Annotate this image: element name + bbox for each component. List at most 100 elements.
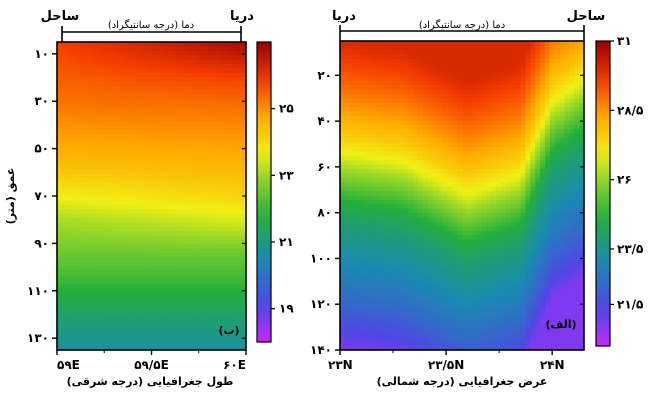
- heat-cell: [184, 165, 190, 171]
- heat-cell: [481, 54, 487, 60]
- heat-cell: [457, 85, 463, 91]
- heat-cell: [156, 121, 162, 127]
- heat-cell: [151, 191, 157, 197]
- heat-cell: [80, 121, 86, 127]
- heat-cell: [146, 297, 153, 303]
- heat-cell: [349, 270, 356, 276]
- heat-cell: [165, 187, 171, 193]
- heat-cell: [184, 213, 190, 219]
- heat-cell: [85, 116, 91, 122]
- heat-cell: [99, 323, 105, 329]
- heat-cell: [132, 314, 138, 320]
- heat-cell: [398, 107, 405, 113]
- heat-cell: [184, 284, 190, 289]
- heat-cell: [379, 270, 385, 276]
- heat-cell: [217, 125, 223, 131]
- heat-cell: [71, 292, 77, 298]
- heat-cell: [156, 248, 162, 254]
- heat-cell: [231, 200, 238, 206]
- heat-cell: [427, 341, 434, 347]
- heat-cell: [403, 305, 409, 311]
- heat-cell: [369, 226, 375, 232]
- heat-cell: [383, 257, 390, 263]
- heat-cell: [151, 284, 157, 289]
- heat-cell: [160, 341, 167, 347]
- heat-cell: [90, 86, 96, 91]
- heat-cell: [340, 288, 346, 294]
- heat-cell: [99, 178, 105, 184]
- heat-cell: [481, 124, 487, 130]
- heat-cell: [90, 310, 96, 316]
- heat-cell: [137, 99, 143, 105]
- heat-cell: [462, 124, 468, 130]
- heat-cell: [364, 217, 370, 223]
- heat-cell: [151, 81, 157, 87]
- heat-cell: [80, 240, 86, 245]
- heat-cell: [447, 345, 453, 350]
- heat-cell: [85, 160, 91, 166]
- heat-cell: [231, 94, 238, 100]
- heat-cell: [71, 257, 77, 263]
- heat-cell: [132, 130, 138, 135]
- heat-cell: [383, 327, 390, 333]
- heat-cell: [369, 71, 375, 77]
- heat-cell: [217, 64, 223, 69]
- heat-cell: [476, 71, 483, 77]
- heat-cell: [94, 196, 101, 201]
- heat-cell: [413, 341, 419, 347]
- heat-cell: [80, 55, 86, 61]
- heat-cell: [227, 209, 233, 215]
- heat-cell: [160, 314, 167, 320]
- heat-cell: [408, 319, 414, 325]
- heat-cell: [156, 288, 162, 294]
- heat-cell: [422, 213, 429, 219]
- heat-cell: [437, 98, 444, 104]
- heat-cell: [175, 77, 181, 83]
- heat-cell: [194, 345, 200, 350]
- heat-cell: [231, 213, 238, 219]
- heat-cell: [175, 116, 181, 122]
- heat-cell: [442, 142, 448, 148]
- heat-cell: [142, 284, 148, 289]
- heat-cell: [359, 274, 365, 280]
- heat-cell: [194, 59, 200, 65]
- heat-cell: [447, 169, 453, 175]
- heat-cell: [354, 274, 361, 280]
- heat-cell: [349, 58, 356, 64]
- heat-cell: [94, 200, 101, 206]
- heat-cell: [99, 138, 105, 144]
- heat-cell: [432, 186, 439, 192]
- heat-cell: [160, 310, 167, 316]
- heat-cell: [165, 94, 171, 100]
- heat-cell: [231, 310, 238, 316]
- heat-cell: [108, 147, 115, 153]
- heat-cell: [418, 208, 424, 214]
- heat-cell: [466, 301, 473, 307]
- heat-cell: [393, 341, 400, 347]
- heat-cell: [227, 336, 233, 342]
- heat-cell: [108, 209, 115, 215]
- heat-cell: [80, 50, 86, 56]
- heat-cell: [137, 125, 143, 131]
- heat-cell: [146, 174, 153, 179]
- heat-cell: [236, 182, 242, 188]
- heat-cell: [75, 169, 82, 175]
- heat-cell: [222, 90, 228, 96]
- heat-cell: [471, 67, 478, 73]
- heat-cell: [57, 99, 63, 105]
- heat-cell: [427, 261, 434, 267]
- heat-cell: [447, 292, 453, 298]
- heat-cell: [403, 235, 409, 241]
- heat-cell: [222, 143, 228, 149]
- heat-cell: [165, 86, 171, 91]
- heat-cell: [471, 146, 478, 152]
- heat-cell: [113, 204, 120, 210]
- heat-cell: [437, 146, 444, 152]
- heat-cell: [132, 209, 138, 215]
- heat-cell: [222, 138, 228, 144]
- heat-cell: [369, 345, 375, 350]
- heat-cell: [61, 64, 68, 69]
- heat-cell: [408, 164, 414, 170]
- heat-cell: [57, 90, 63, 96]
- heat-cell: [61, 174, 68, 179]
